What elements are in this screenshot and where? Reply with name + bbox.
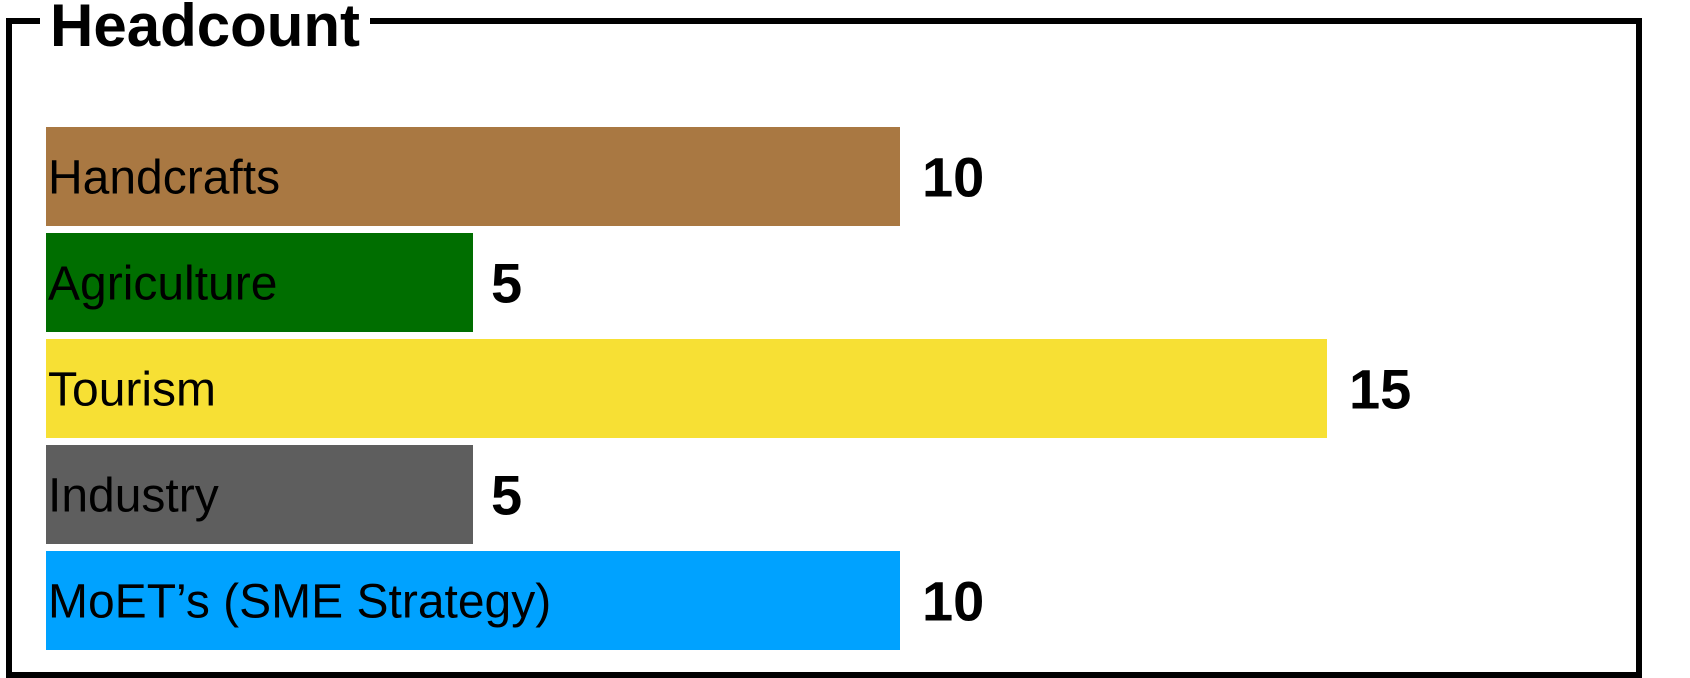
chart-title: Headcount	[40, 0, 371, 56]
bar-agriculture	[46, 233, 473, 332]
value-label: 10	[922, 146, 984, 209]
bar-chart: Handcrafts 10 Agriculture 5 Tourism 15 Industr…	[46, 127, 1411, 650]
category-label: Industry	[48, 470, 219, 523]
value-label: 15	[1349, 358, 1411, 421]
bar-handcrafts	[46, 127, 900, 226]
category-label: MoET’s (SME Strategy)	[48, 576, 551, 629]
bar-industry	[46, 445, 473, 544]
category-label: Tourism	[48, 364, 216, 417]
value-label: 10	[922, 570, 984, 633]
category-label: Handcrafts	[48, 152, 280, 205]
bar-tourism	[46, 339, 1327, 438]
category-label: Agriculture	[48, 258, 277, 311]
bar-moet-s-sme-strategy	[46, 551, 900, 650]
value-label: 5	[491, 464, 522, 527]
value-label: 5	[491, 252, 522, 315]
